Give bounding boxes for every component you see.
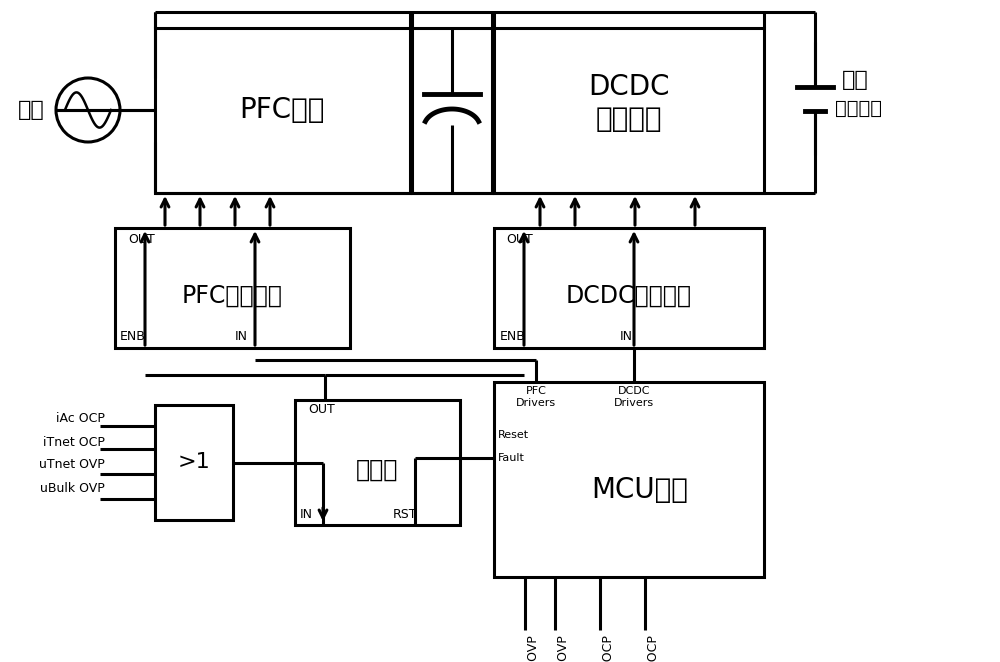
Text: DCDC
变换电路: DCDC 变换电路	[588, 73, 670, 133]
Text: OUT: OUT	[128, 233, 155, 246]
Text: ENB: ENB	[500, 330, 526, 343]
Text: RST: RST	[393, 508, 418, 521]
Bar	[155, 28, 410, 193]
Text: iTnet OCP: iTnet OCP	[602, 635, 615, 662]
Text: 负载: 负载	[842, 70, 869, 90]
Text: PFC电路: PFC电路	[239, 96, 325, 124]
Bar	[494, 382, 764, 577]
Text: Reset: Reset	[498, 430, 529, 440]
Text: 锁存器: 锁存器	[356, 458, 398, 482]
Text: uBulk OVP: uBulk OVP	[40, 481, 105, 495]
Text: PFC驱动电路: PFC驱动电路	[182, 284, 282, 308]
Text: PFC
Drivers: PFC Drivers	[516, 386, 556, 408]
Bar	[412, 28, 492, 193]
Text: OUT: OUT	[506, 233, 533, 246]
Text: IN: IN	[620, 330, 633, 343]
Text: uTnet OVP: uTnet OVP	[557, 635, 570, 662]
Text: uTnet OVP: uTnet OVP	[39, 459, 105, 471]
Bar	[494, 28, 764, 193]
Text: （电池）: （电池）	[835, 99, 882, 117]
Bar	[155, 405, 233, 520]
Bar	[115, 228, 350, 348]
Text: 电网: 电网	[18, 100, 45, 120]
Text: iTnet OCP: iTnet OCP	[43, 436, 105, 448]
Text: IN: IN	[300, 508, 313, 521]
Bar	[494, 228, 764, 348]
Text: iAc OCP: iAc OCP	[56, 412, 105, 424]
Text: IN: IN	[235, 330, 248, 343]
Text: DCDC驱动电路: DCDC驱动电路	[566, 284, 692, 308]
Text: Fault: Fault	[498, 453, 525, 463]
Text: OUT: OUT	[308, 403, 335, 416]
Text: >1: >1	[178, 452, 210, 472]
Bar	[295, 400, 460, 525]
Text: iAc OCP: iAc OCP	[647, 635, 660, 662]
Text: DCDC
Drivers: DCDC Drivers	[614, 386, 654, 408]
Text: MCU单元: MCU单元	[592, 476, 688, 504]
Text: ENB: ENB	[120, 330, 146, 343]
Text: uBulk OVP: uBulk OVP	[527, 635, 540, 662]
